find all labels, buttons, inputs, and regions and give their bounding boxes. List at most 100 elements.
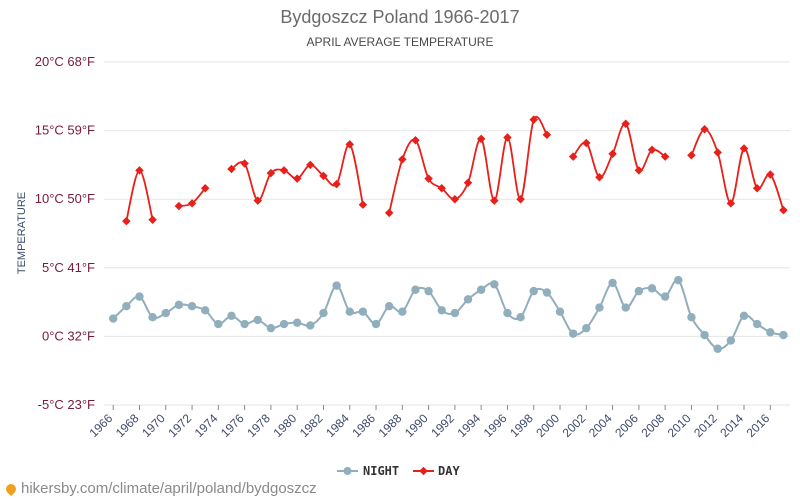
x-tick-label: 1972 (165, 411, 194, 440)
day-point (187, 199, 197, 208)
day-point (490, 196, 499, 205)
day-point (135, 166, 144, 175)
legend-day-label: DAY (438, 464, 460, 478)
day-point (148, 215, 157, 225)
night-point (503, 308, 512, 318)
source-link[interactable]: hikersby.com/climate/april/poland/bydgos… (21, 480, 317, 497)
x-tick-label: 2012 (691, 411, 720, 440)
night-point (779, 330, 788, 340)
day-point (582, 138, 591, 148)
x-tick-label: 1994 (455, 411, 484, 440)
night-point (476, 285, 486, 294)
chart-subtitle: APRIL AVERAGE TEMPERATURE (307, 35, 494, 49)
night-point (108, 314, 118, 323)
night-point (253, 315, 262, 325)
night-point (200, 306, 210, 315)
day-point (411, 135, 420, 145)
x-tick-label: 2006 (612, 411, 641, 440)
y-tick-label: 10°C 50°F (35, 191, 95, 206)
night-point (266, 323, 276, 333)
night-point (424, 286, 433, 296)
day-point (503, 133, 512, 142)
night-point (384, 302, 394, 311)
night-point (595, 303, 604, 312)
y-axis-label: TEMPERATURE (16, 192, 28, 274)
series-line (690, 128, 785, 211)
night-point (161, 308, 170, 318)
y-tick-label: 20°C 68°F (35, 54, 95, 69)
day-point (634, 166, 644, 175)
night-point (555, 307, 565, 316)
night-point (292, 318, 302, 327)
night-point (621, 303, 630, 312)
y-axis-ticks: -5°C 23°F 0°C 32°F 5°C 41°F 10°C 50°F 15°C 5… (35, 54, 95, 412)
x-tick-label: 1970 (139, 411, 168, 440)
day-point (279, 166, 289, 175)
day-point (779, 205, 788, 215)
day-point (542, 130, 552, 139)
day-point (450, 194, 460, 204)
night-point (135, 292, 144, 301)
day-point (266, 168, 276, 178)
night-point (634, 286, 644, 296)
night-point (766, 328, 775, 337)
night-point (450, 308, 460, 318)
day-point (424, 174, 433, 183)
day-point (122, 216, 131, 226)
night-point (542, 288, 552, 297)
grid (104, 61, 790, 406)
night-point (345, 307, 354, 316)
day-point (240, 159, 249, 168)
night-point (516, 312, 525, 322)
day-point (752, 183, 762, 193)
source-footer[interactable]: hikersby.com/climate/april/poland/bydgos… (3, 480, 317, 497)
night-point (660, 292, 670, 301)
night-point (187, 302, 197, 311)
x-tick-label: 2016 (744, 411, 773, 440)
night-point (726, 336, 736, 345)
night-point (122, 302, 131, 311)
night-point (358, 307, 368, 316)
day-point (398, 155, 407, 164)
night-point (674, 275, 683, 285)
series (108, 115, 788, 353)
night-point (306, 321, 315, 330)
night-point (174, 300, 184, 310)
day-point (687, 151, 696, 160)
night-point (608, 278, 617, 288)
x-tick-label: 2002 (560, 411, 589, 440)
night-point (371, 319, 381, 329)
day-point (332, 179, 341, 189)
x-tick-label: 1990 (402, 411, 431, 440)
x-tick-label: 2014 (717, 411, 746, 440)
night-point (700, 330, 709, 340)
day-point (306, 160, 315, 170)
x-tick-label: 1992 (428, 411, 457, 440)
night-point (214, 319, 223, 329)
x-tick-label: 1974 (192, 411, 221, 440)
location-pin-icon (3, 481, 19, 496)
x-axis-ticks: 1966196819701972197419761978198019821984… (87, 405, 773, 440)
x-tick-label: 1976 (218, 411, 247, 440)
chart-title: Bydgoszcz Poland 1966-2017 (280, 7, 519, 27)
night-point (582, 323, 591, 333)
day-point (384, 208, 394, 218)
series-line (125, 169, 154, 222)
x-tick-label: 1978 (244, 411, 273, 440)
legend: NIGHT DAY (337, 464, 460, 478)
x-tick-label: 1998 (507, 411, 536, 440)
night-point (332, 281, 341, 290)
night-point (739, 311, 749, 321)
night-point (227, 311, 236, 321)
night-point (647, 284, 657, 293)
y-tick-label: 5°C 41°F (42, 260, 95, 275)
day-point (174, 201, 184, 211)
night-point (568, 329, 578, 338)
x-tick-label: 1968 (113, 411, 142, 440)
night-point (713, 344, 722, 353)
series-line (112, 278, 784, 350)
x-tick-label: 1982 (297, 411, 326, 440)
night-point (148, 312, 157, 322)
day-point (200, 183, 210, 193)
